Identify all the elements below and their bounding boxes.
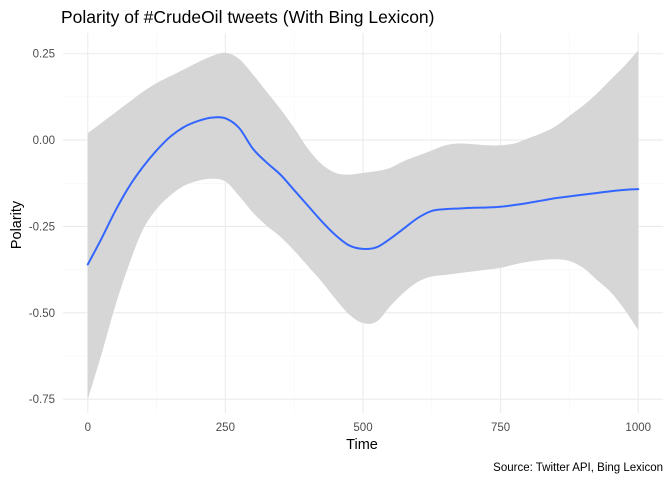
source-caption: Source: Twitter API, Bing Lexicon bbox=[493, 462, 663, 474]
x-axis-ticks: 0 250 500 750 1000 bbox=[85, 422, 651, 434]
y-axis-ticks: -0.75 -0.50 -0.25 0.00 0.25 bbox=[29, 49, 55, 406]
x-tick-label: 1000 bbox=[625, 422, 651, 434]
x-tick-label: 750 bbox=[491, 422, 510, 434]
y-tick-label: -0.75 bbox=[29, 394, 55, 406]
y-tick-label: 0.00 bbox=[33, 135, 55, 147]
x-tick-label: 0 bbox=[85, 422, 91, 434]
x-axis-title: Time bbox=[346, 437, 378, 453]
x-tick-label: 500 bbox=[353, 422, 372, 434]
chart-title: Polarity of #CrudeOil tweets (With Bing … bbox=[61, 7, 434, 27]
y-tick-label: -0.25 bbox=[29, 221, 55, 233]
y-tick-label: -0.50 bbox=[29, 308, 55, 320]
y-tick-label: 0.25 bbox=[33, 49, 55, 61]
confidence-ribbon bbox=[87, 50, 639, 400]
smoothed-trend-line bbox=[86, 116, 640, 266]
x-tick-label: 250 bbox=[216, 422, 235, 434]
y-axis-title: Polarity bbox=[9, 200, 25, 249]
